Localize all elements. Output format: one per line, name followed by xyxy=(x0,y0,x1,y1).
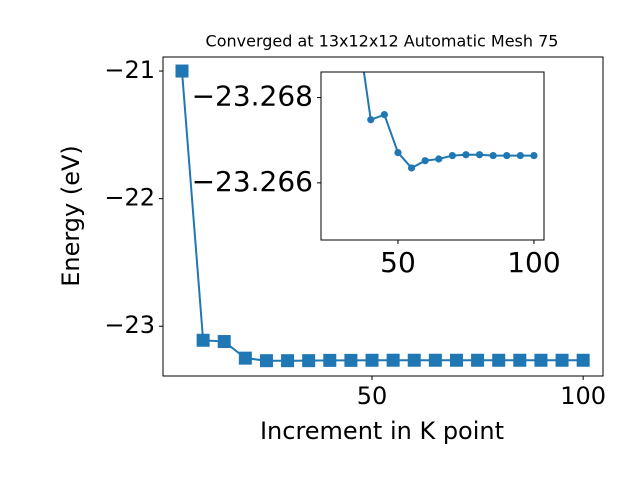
data-marker xyxy=(217,335,231,349)
data-marker xyxy=(196,333,210,347)
data-marker xyxy=(302,354,316,368)
data-marker xyxy=(462,151,470,159)
data-marker xyxy=(421,157,429,165)
data-marker xyxy=(175,64,189,78)
data-marker xyxy=(394,148,402,157)
data-marker xyxy=(555,353,569,367)
data-marker xyxy=(380,111,388,119)
data-marker xyxy=(367,116,375,124)
plot-area xyxy=(175,64,590,368)
data-marker xyxy=(516,151,524,160)
data-marker xyxy=(489,151,497,160)
data-marker xyxy=(386,353,400,367)
axes-frame xyxy=(162,56,604,377)
x-tick-label: 100 xyxy=(507,246,560,279)
data-marker xyxy=(449,353,463,367)
data-marker xyxy=(344,353,358,367)
data-marker xyxy=(448,151,456,160)
y-tick-label: −21 xyxy=(104,56,155,84)
data-marker xyxy=(530,151,538,160)
data-marker xyxy=(475,151,484,159)
data-marker xyxy=(281,354,295,368)
y-tick-label: −23.268 xyxy=(192,80,313,113)
data-marker xyxy=(238,351,252,365)
x-axis-label: Increment in K point xyxy=(260,417,504,445)
data-marker xyxy=(471,353,485,367)
data-marker xyxy=(407,353,421,367)
data-marker xyxy=(513,353,527,367)
data-marker xyxy=(435,155,443,163)
data-marker xyxy=(259,354,273,368)
axes-frame xyxy=(320,71,545,241)
data-marker xyxy=(503,151,511,160)
data-marker xyxy=(323,353,337,367)
data-marker xyxy=(492,353,506,367)
x-tick-label: 100 xyxy=(560,382,606,410)
y-tick-label: −23 xyxy=(104,311,155,339)
chart-title: Converged at 13x12x12 Automatic Mesh 75 xyxy=(206,32,559,51)
y-tick-label: −22 xyxy=(104,184,155,212)
plot-area xyxy=(362,72,538,172)
data-marker xyxy=(428,353,442,367)
data-marker xyxy=(407,164,416,172)
y-axis-label: Energy (eV) xyxy=(57,145,85,287)
data-marker xyxy=(576,353,590,367)
x-tick-label: 50 xyxy=(380,246,416,279)
y-tick-label: −23.266 xyxy=(192,165,313,198)
x-tick-label: 50 xyxy=(357,382,388,410)
data-marker xyxy=(534,353,548,367)
data-marker xyxy=(365,353,379,367)
